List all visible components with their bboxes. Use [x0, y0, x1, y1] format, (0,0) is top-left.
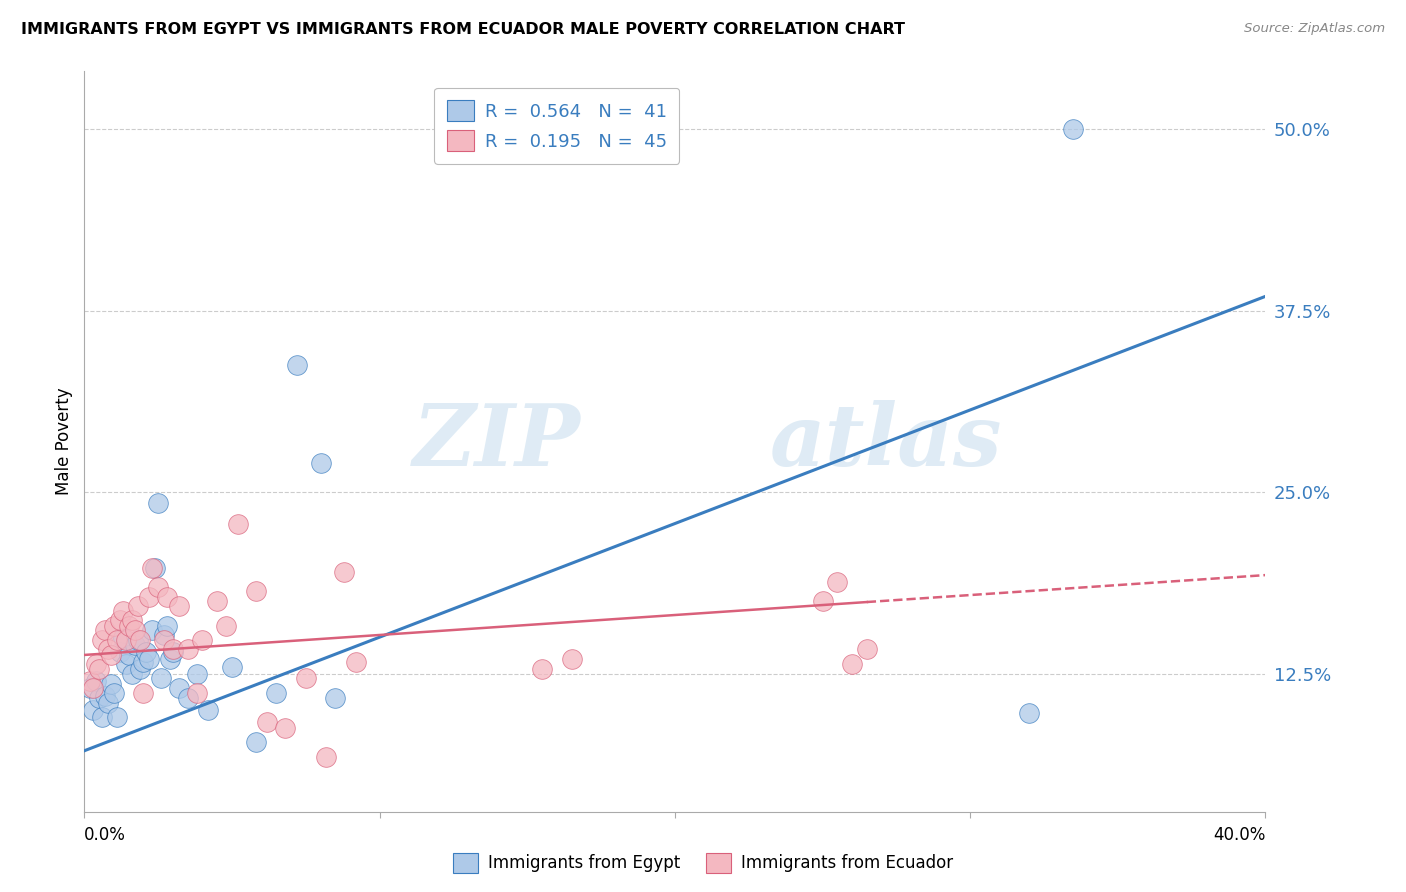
- Text: atlas: atlas: [769, 400, 1002, 483]
- Point: [153, 627, 176, 641]
- Point: [856, 642, 879, 657]
- Point: [295, 671, 318, 685]
- Point: [82, 703, 104, 717]
- Point: [100, 648, 122, 662]
- Point: [129, 633, 152, 648]
- Point: [344, 655, 367, 669]
- Point: [118, 648, 141, 662]
- Point: [143, 561, 166, 575]
- Point: [94, 624, 117, 638]
- Point: [827, 575, 849, 590]
- Point: [148, 495, 170, 509]
- Point: [129, 663, 152, 677]
- Point: [121, 613, 143, 627]
- Point: [156, 619, 179, 633]
- Point: [105, 710, 128, 724]
- Point: [84, 674, 107, 689]
- Point: [226, 517, 249, 532]
- Point: [82, 681, 104, 696]
- Point: [124, 624, 146, 638]
- Point: [105, 633, 128, 648]
- Point: [197, 703, 219, 717]
- Point: [186, 686, 208, 700]
- Point: [124, 638, 146, 652]
- Point: [811, 594, 834, 608]
- Point: [111, 631, 134, 645]
- Y-axis label: Male Poverty: Male Poverty: [55, 388, 73, 495]
- Point: [87, 663, 111, 677]
- Point: [97, 642, 120, 657]
- Point: [841, 657, 863, 671]
- Point: [315, 749, 337, 764]
- Point: [159, 652, 181, 666]
- Point: [153, 633, 176, 648]
- Point: [103, 619, 125, 633]
- Text: Source: ZipAtlas.com: Source: ZipAtlas.com: [1244, 22, 1385, 36]
- Point: [94, 689, 117, 703]
- Point: [84, 657, 107, 671]
- Point: [138, 590, 160, 604]
- Point: [111, 604, 134, 618]
- Point: [266, 686, 288, 700]
- Point: [1063, 122, 1085, 136]
- Point: [274, 721, 297, 735]
- Point: [79, 681, 101, 696]
- Point: [91, 633, 114, 648]
- Point: [100, 677, 122, 691]
- Point: [191, 633, 214, 648]
- Point: [561, 652, 583, 666]
- Point: [108, 613, 131, 627]
- Point: [138, 652, 160, 666]
- Point: [207, 594, 229, 608]
- Point: [162, 645, 184, 659]
- Point: [135, 645, 157, 659]
- Text: 0.0%: 0.0%: [84, 826, 127, 844]
- Point: [156, 590, 179, 604]
- Point: [114, 657, 136, 671]
- Point: [309, 456, 332, 470]
- Point: [531, 663, 554, 677]
- Point: [177, 691, 200, 706]
- Point: [114, 633, 136, 648]
- Legend: R =  0.564   N =  41, R =  0.195   N =  45: R = 0.564 N = 41, R = 0.195 N = 45: [434, 87, 679, 164]
- Point: [141, 561, 163, 575]
- Point: [91, 710, 114, 724]
- Point: [1018, 706, 1040, 720]
- Legend: Immigrants from Egypt, Immigrants from Ecuador: Immigrants from Egypt, Immigrants from E…: [447, 847, 959, 880]
- Point: [167, 599, 190, 613]
- Point: [333, 565, 356, 579]
- Point: [221, 659, 243, 673]
- Point: [127, 599, 149, 613]
- Point: [103, 686, 125, 700]
- Point: [97, 696, 120, 710]
- Point: [325, 691, 347, 706]
- Point: [141, 624, 163, 638]
- Point: [167, 681, 190, 696]
- Text: 40.0%: 40.0%: [1213, 826, 1265, 844]
- Point: [132, 686, 155, 700]
- Point: [245, 735, 267, 749]
- Point: [79, 674, 101, 689]
- Point: [186, 666, 208, 681]
- Point: [245, 584, 267, 599]
- Text: IMMIGRANTS FROM EGYPT VS IMMIGRANTS FROM ECUADOR MALE POVERTY CORRELATION CHART: IMMIGRANTS FROM EGYPT VS IMMIGRANTS FROM…: [21, 22, 905, 37]
- Point: [87, 691, 111, 706]
- Point: [118, 619, 141, 633]
- Point: [121, 666, 143, 681]
- Point: [285, 358, 308, 372]
- Point: [127, 633, 149, 648]
- Text: ZIP: ZIP: [412, 400, 581, 483]
- Point: [132, 655, 155, 669]
- Point: [177, 642, 200, 657]
- Point: [215, 619, 238, 633]
- Point: [256, 714, 278, 729]
- Point: [162, 642, 184, 657]
- Point: [108, 645, 131, 659]
- Point: [148, 580, 170, 594]
- Point: [150, 671, 173, 685]
